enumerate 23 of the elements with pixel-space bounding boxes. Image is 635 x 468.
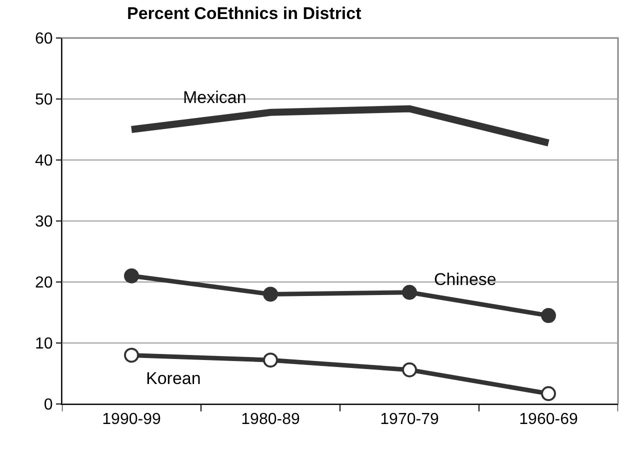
x-tick-label: 1970-79: [380, 411, 439, 428]
point: [402, 284, 417, 300]
y-tick-label: 30: [35, 214, 53, 231]
series-label: Chinese: [434, 270, 496, 289]
point: [541, 386, 556, 402]
point: [541, 308, 556, 324]
y-tick-label: 0: [44, 396, 53, 414]
point: [124, 348, 139, 363]
series-label: Korean: [146, 369, 201, 388]
point: [263, 352, 278, 368]
y-tick-label: 20: [35, 274, 53, 292]
point: [402, 362, 417, 378]
y-tick-label: 10: [35, 336, 53, 353]
point: [263, 286, 278, 302]
series-label: Mexican: [183, 88, 246, 107]
point: [124, 268, 139, 284]
y-tick-label: 40: [35, 152, 53, 170]
y-tick-label: 60: [35, 30, 53, 48]
x-tick-label: 1960-69: [519, 411, 578, 428]
y-tick-label: 50: [35, 92, 53, 109]
chart-title: Percent CoEthnics in District: [127, 4, 362, 23]
x-tick-label: 1990-99: [102, 411, 161, 428]
x-tick-label: 1980-89: [241, 411, 300, 428]
